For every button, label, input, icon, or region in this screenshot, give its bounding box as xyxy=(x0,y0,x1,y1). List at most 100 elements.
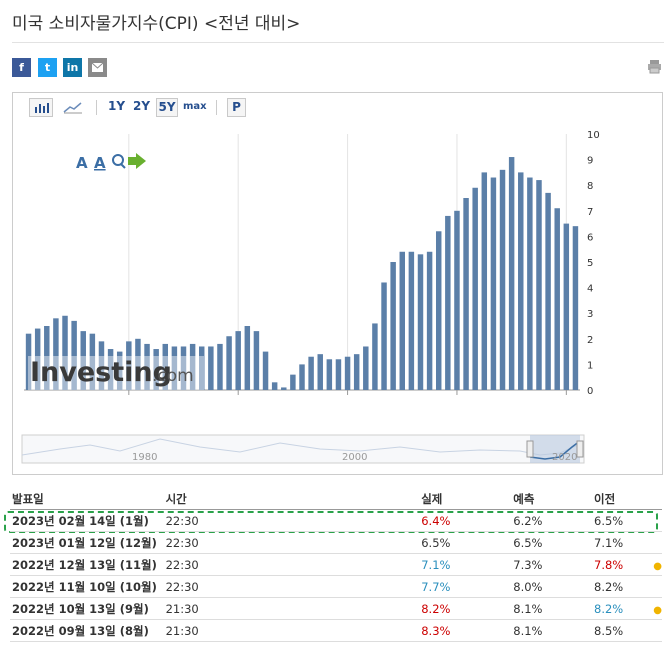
navigator-left-handle[interactable] xyxy=(526,440,534,458)
range-1y-button[interactable]: 1Y xyxy=(108,99,126,113)
chart-bar[interactable] xyxy=(426,251,433,390)
chart-bar[interactable] xyxy=(180,346,187,390)
chart-bar[interactable] xyxy=(226,336,232,390)
zoom-out-text-icon[interactable]: A xyxy=(94,154,106,172)
chart-bar[interactable] xyxy=(89,333,96,390)
chart-bar[interactable] xyxy=(135,338,141,390)
chart-bar[interactable] xyxy=(299,364,305,390)
range-5y-button[interactable]: 5Y xyxy=(156,98,178,117)
chart-bar[interactable] xyxy=(554,208,560,390)
row-time-value: 22:30 xyxy=(165,513,199,528)
chart-bar[interactable] xyxy=(536,180,542,390)
chart-bar[interactable] xyxy=(326,359,333,390)
chart-bar[interactable] xyxy=(71,320,77,390)
row-date: 2022년 12월 13일 (11월) xyxy=(10,553,164,576)
chart-bar[interactable] xyxy=(508,157,515,390)
chart-bar[interactable] xyxy=(271,382,278,390)
header-previous[interactable]: 이전 xyxy=(592,489,662,510)
chart-bar[interactable] xyxy=(435,231,442,390)
chart-bar[interactable] xyxy=(208,346,214,390)
header-actual[interactable]: 실제 xyxy=(419,489,512,510)
chart-bar[interactable] xyxy=(463,198,469,390)
chart-bar[interactable] xyxy=(144,343,150,390)
chart-bar[interactable] xyxy=(344,356,351,390)
chart-bar[interactable] xyxy=(472,187,478,390)
chart-bar[interactable] xyxy=(62,315,68,390)
navigator-track[interactable] xyxy=(21,434,585,464)
zoom-in-text-icon[interactable]: A xyxy=(76,154,88,172)
chart-bar[interactable] xyxy=(25,333,32,390)
chart-bar[interactable] xyxy=(518,172,524,390)
table-row: 2023년 02월 14일 (1월) 22:30 6.4% 6.2% 6.5% xyxy=(10,509,662,532)
chart-bar[interactable] xyxy=(80,331,86,390)
chart-bar[interactable] xyxy=(262,351,269,390)
chart-bar[interactable] xyxy=(417,254,424,390)
chart-bar[interactable] xyxy=(308,356,314,390)
chart-bar[interactable] xyxy=(545,192,551,390)
chart-bar[interactable] xyxy=(290,374,296,390)
chart-bar[interactable] xyxy=(98,341,105,390)
chart-bar[interactable] xyxy=(381,282,387,390)
chart-bar[interactable] xyxy=(390,262,396,390)
chart-bar[interactable] xyxy=(116,351,123,390)
chart-bar[interactable] xyxy=(353,354,360,390)
arrow-right-icon[interactable] xyxy=(128,153,146,169)
navigator-right-handle[interactable] xyxy=(576,440,584,458)
chart-bar[interactable] xyxy=(281,387,287,390)
chart-bar[interactable] xyxy=(199,346,205,390)
bar-chart-type-button[interactable] xyxy=(29,98,53,117)
header-date[interactable]: 발표일 xyxy=(10,489,164,510)
chart-bar[interactable] xyxy=(563,223,570,390)
chart-bar[interactable] xyxy=(408,251,415,390)
range-2y-button[interactable]: 2Y xyxy=(133,99,151,113)
chart-bar[interactable] xyxy=(171,346,178,390)
chart-bar[interactable] xyxy=(153,349,159,390)
chart-bar[interactable] xyxy=(481,172,488,390)
chart-bar[interactable] xyxy=(363,346,369,390)
email-share-button[interactable] xyxy=(88,58,107,77)
zoom-controls[interactable]: A A xyxy=(76,153,146,172)
chart-bar[interactable] xyxy=(53,318,59,390)
chart-bar[interactable] xyxy=(126,341,132,390)
chart-bar[interactable] xyxy=(235,331,241,390)
p-button[interactable]: P xyxy=(227,98,246,117)
chart-bar[interactable] xyxy=(217,343,223,390)
twitter-share-button[interactable]: t xyxy=(38,58,57,77)
revision-dot-icon: ● xyxy=(653,560,662,572)
facebook-share-button[interactable]: f xyxy=(12,58,31,77)
chart-bar[interactable] xyxy=(253,331,260,390)
row-previous-value: 6.5% xyxy=(594,513,624,528)
print-button[interactable] xyxy=(647,59,662,74)
row-actual: 7.7% xyxy=(419,575,512,598)
chart-bar[interactable] xyxy=(162,343,169,390)
header-forecast[interactable]: 예측 xyxy=(511,489,593,510)
row-previous-value: 8.2% xyxy=(594,601,624,616)
chart-bar[interactable] xyxy=(189,343,196,390)
line-chart-type-button[interactable] xyxy=(62,98,84,117)
chart-bar[interactable] xyxy=(107,349,114,390)
chart-bar[interactable] xyxy=(44,326,50,390)
chart-bar[interactable] xyxy=(445,215,451,390)
row-previous: 7.1% xyxy=(592,531,662,554)
chart-bar[interactable] xyxy=(490,177,497,390)
printer-icon xyxy=(648,60,661,74)
chart-bar[interactable] xyxy=(499,169,506,390)
chart-bar[interactable] xyxy=(572,226,579,390)
chart-bar[interactable] xyxy=(372,323,378,390)
y-tick-label: 1 xyxy=(587,360,593,371)
table-row: 2022년 12월 13일 (11월) 22:30 7.1% 7.3% 7.8% ● xyxy=(10,553,662,576)
linkedin-share-button[interactable]: in xyxy=(63,58,82,77)
chart-bar[interactable] xyxy=(335,359,342,390)
chart-bar[interactable] xyxy=(454,210,460,390)
chart-bar[interactable] xyxy=(34,328,41,390)
chart-bar[interactable] xyxy=(527,177,533,390)
range-max-button[interactable]: max xyxy=(183,101,207,112)
line-chart-icon xyxy=(63,102,82,114)
magnifier-icon[interactable] xyxy=(112,154,124,166)
chart-bar[interactable] xyxy=(399,251,405,390)
page-title: 미국 소비자물가지수(CPI) <전년 대비> xyxy=(12,14,301,34)
chart-bar[interactable] xyxy=(244,326,251,390)
chart-bar[interactable] xyxy=(317,354,323,390)
time-navigator[interactable]: 1980 2000 2020 xyxy=(0,425,670,515)
header-time[interactable]: 시간 xyxy=(163,489,420,510)
